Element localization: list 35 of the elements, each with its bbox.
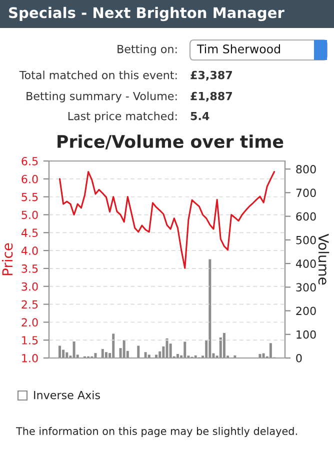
y2-tick-label: 500 bbox=[296, 236, 316, 244]
y-tick-label: 1.5 bbox=[22, 336, 38, 344]
text: Betting on: bbox=[118, 44, 177, 56]
y-tick-label: 4.5 bbox=[21, 228, 38, 238]
y2-tick-label: 200 bbox=[296, 306, 316, 316]
y-tick-label: 5.5 bbox=[22, 192, 38, 202]
y-tick-label: 1.0 bbox=[22, 354, 38, 362]
y-tick-label: 3.0 bbox=[22, 282, 38, 291]
text: Tim Sherwood bbox=[196, 44, 280, 54]
text: £1,887 bbox=[190, 92, 232, 102]
text: Specials - Next Brighton Manager bbox=[9, 6, 284, 22]
text: 5.4 bbox=[190, 112, 210, 120]
text: Last price matched: bbox=[68, 112, 177, 122]
y2-tick-label: 700 bbox=[296, 188, 316, 198]
y-tick-label: 2.0 bbox=[22, 318, 38, 327]
y-tick-label: 6.0 bbox=[22, 174, 38, 184]
y2-tick-label: 300 bbox=[296, 283, 316, 292]
text: Betting summary - Volume: bbox=[26, 92, 177, 102]
y2-tick-label: 100 bbox=[296, 330, 316, 339]
y2-tick-label: 0 bbox=[296, 354, 302, 362]
text: The information on this page may be slightly delayed. bbox=[16, 426, 297, 438]
y2-axis-title: Volume bbox=[318, 234, 330, 285]
y2-tick-label: 600 bbox=[296, 212, 316, 221]
y-tick-label: 6.5 bbox=[22, 156, 38, 166]
text: Total matched on this event: bbox=[19, 70, 177, 80]
y-axis-title: Price bbox=[2, 243, 13, 276]
y-tick-label: 4.0 bbox=[21, 246, 38, 255]
text: £3,387 bbox=[190, 70, 232, 81]
y-tick-label: 2.5 bbox=[22, 300, 38, 309]
y2-tick-label: 800 bbox=[296, 165, 316, 174]
y2-tick-label: 400 bbox=[296, 259, 316, 268]
text: Inverse Axis bbox=[34, 390, 100, 400]
y-tick-label: 3.5 bbox=[22, 264, 38, 273]
chart-title: Price/Volume over time bbox=[58, 134, 284, 150]
y-tick-label: 5.0 bbox=[22, 210, 38, 220]
